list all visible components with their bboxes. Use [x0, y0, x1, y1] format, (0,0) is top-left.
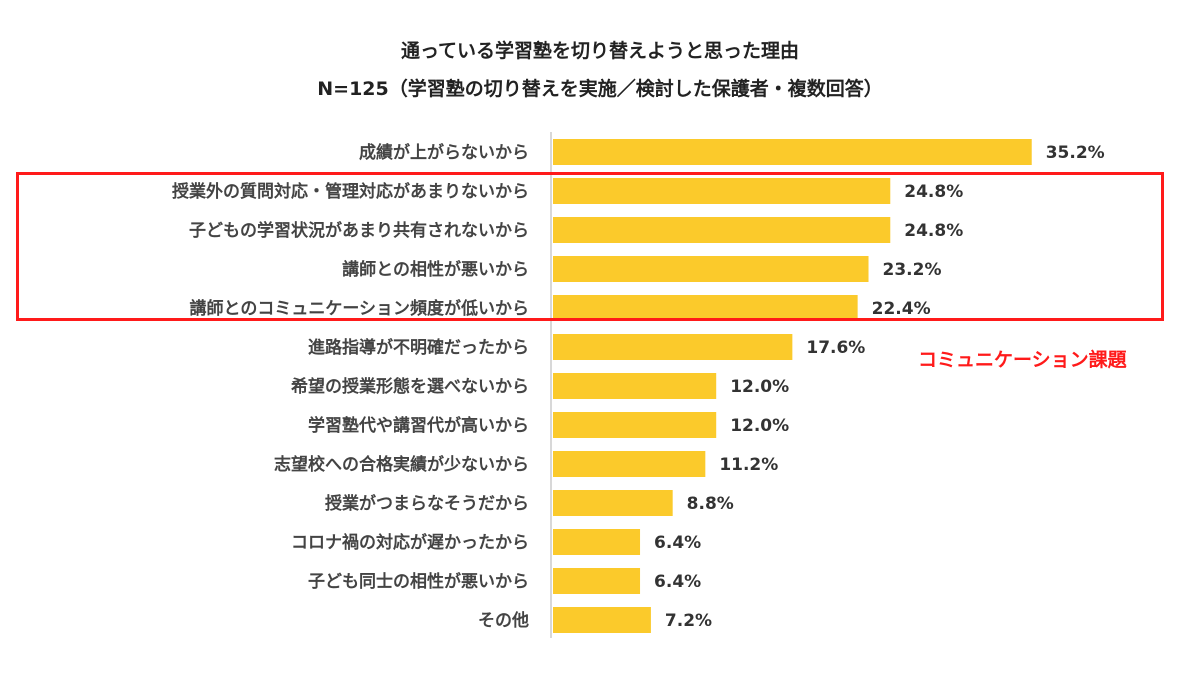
bar	[553, 178, 891, 204]
highlight-box	[16, 172, 1164, 321]
bar	[553, 529, 641, 555]
chart-subtitle: N=125（学習塾の切り替えを実施／検討した保護者・複数回答）	[317, 78, 883, 100]
value-label: 22.4%	[872, 299, 931, 319]
bar	[553, 607, 651, 633]
bar	[553, 568, 641, 594]
value-label: 12.0%	[730, 416, 789, 436]
category-label: 進路指導が不明確だったから	[308, 337, 529, 358]
value-label: 23.2%	[883, 260, 942, 280]
value-label: 35.2%	[1046, 143, 1105, 163]
category-label: 志望校への合格実績が少ないから	[274, 454, 529, 475]
category-label: 講師との相性が悪いから	[342, 259, 529, 280]
bar	[553, 412, 717, 438]
bar	[553, 217, 891, 243]
category-label: コロナ禍の対応が遅かったから	[291, 532, 529, 553]
value-label: 8.8%	[687, 494, 734, 514]
chart-title: 通っている学習塾を切り替えようと思った理由	[400, 40, 800, 62]
value-label: 6.4%	[654, 572, 701, 592]
bar	[553, 373, 717, 399]
bar	[553, 451, 706, 477]
category-label: 希望の授業形態を選べないから	[291, 376, 529, 397]
value-label: 6.4%	[654, 533, 701, 553]
value-label: 12.0%	[730, 377, 789, 397]
value-label: 11.2%	[719, 455, 778, 475]
category-label: 講師とのコミュニケーション頻度が低いから	[190, 298, 530, 319]
category-label: その他	[478, 610, 529, 631]
highlight-annotation: コミュニケーション課題	[918, 349, 1127, 371]
category-label: 子ども同士の相性が悪いから	[308, 571, 529, 592]
bar	[553, 334, 793, 360]
category-label: 授業外の質問対応・管理対応があまりないから	[172, 181, 529, 202]
value-label: 17.6%	[806, 338, 865, 358]
category-label: 子どもの学習状況があまり共有されないから	[189, 220, 529, 241]
value-label: 24.8%	[904, 182, 963, 202]
category-label: 成績が上がらないから	[359, 142, 529, 163]
bar	[553, 256, 869, 282]
bar	[553, 490, 673, 516]
bar	[553, 139, 1032, 165]
category-label: 学習塾代や講習代が高いから	[308, 415, 529, 436]
value-label: 7.2%	[665, 611, 712, 631]
bar	[553, 295, 858, 321]
category-label: 授業がつまらなそうだから	[325, 493, 529, 514]
value-label: 24.8%	[904, 221, 963, 241]
